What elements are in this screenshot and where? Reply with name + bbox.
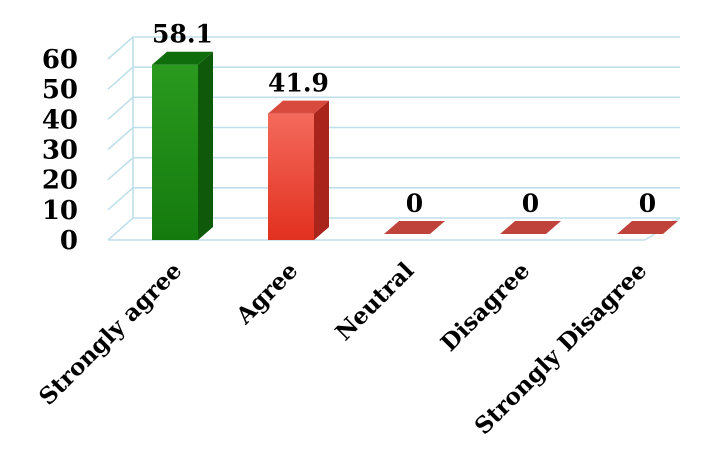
bar-front-face xyxy=(152,64,198,241)
y-tick-label: 60 xyxy=(42,45,78,75)
category-label: Neutral xyxy=(330,257,419,346)
gridline xyxy=(107,156,680,181)
bar-zero-face xyxy=(384,221,445,234)
bar xyxy=(500,221,561,234)
category-label: Agree xyxy=(230,257,303,330)
y-tick-label: 40 xyxy=(42,105,78,135)
gridline xyxy=(107,66,680,90)
bar xyxy=(384,221,445,234)
bar-zero-face xyxy=(500,221,561,234)
x-axis-category-labels: Strongly agree Agree Neutral DisagreeStrong… xyxy=(34,257,652,440)
gridline xyxy=(107,96,680,120)
y-tick-label: 20 xyxy=(42,166,78,196)
data-label: 41.9 xyxy=(268,69,329,98)
bar-front-face xyxy=(268,113,314,240)
gridline xyxy=(107,126,680,151)
bars xyxy=(152,51,678,241)
data-labels: 58.1 41.9 0 0 0 xyxy=(152,20,656,218)
data-label: 0 xyxy=(406,189,423,218)
bar-side-face xyxy=(198,51,213,241)
category-label: Strongly agree xyxy=(34,257,187,410)
y-tick-label: 10 xyxy=(42,196,78,226)
bar-top-face xyxy=(152,51,213,65)
y-tick-label: 0 xyxy=(60,226,78,256)
y-tick-label: 30 xyxy=(42,136,78,166)
bar xyxy=(152,51,213,241)
gridline xyxy=(107,187,680,211)
bar xyxy=(617,221,678,234)
data-label: 0 xyxy=(639,189,656,218)
gridline xyxy=(107,36,680,60)
bar-zero-face xyxy=(617,221,678,234)
y-tick-label: 50 xyxy=(42,75,78,105)
gridline-base xyxy=(107,217,680,241)
category-label: Disagree xyxy=(436,257,536,357)
data-label: 58.1 xyxy=(152,20,213,49)
bar-top-face xyxy=(268,100,329,114)
bar xyxy=(268,100,329,240)
bar-side-face xyxy=(314,100,329,240)
data-label: 0 xyxy=(522,189,539,218)
